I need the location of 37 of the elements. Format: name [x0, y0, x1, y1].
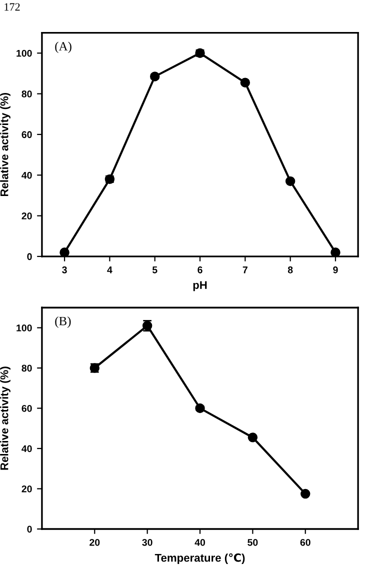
x-tick-label: 60: [300, 538, 310, 546]
x-axis-title: Temperature (℃): [154, 553, 245, 564]
y-tick-label: 40: [22, 172, 32, 179]
y-axis-title: Relative activity (%): [0, 92, 10, 196]
text: 172: [4, 3, 20, 11]
point: [285, 176, 296, 186]
point: [300, 488, 310, 499]
y-tick-label: 0: [27, 526, 32, 533]
y-axis-title: Relative activity (%): [0, 366, 10, 470]
x-tick-label: 20: [90, 538, 100, 546]
point: [240, 78, 250, 88]
x-tick-label: 40: [194, 538, 206, 546]
y-tick-label: 0: [27, 253, 32, 260]
x-axis-title: pH: [193, 281, 207, 292]
x-tick-label: 30: [142, 538, 152, 546]
x-tick-label: 50: [248, 538, 258, 546]
y-tick-label: 100: [16, 324, 32, 332]
y-tick-label: 100: [16, 50, 32, 57]
y-tick-label: 20: [22, 485, 32, 492]
y-tick-label: 60: [22, 404, 32, 412]
x-tick-label: 8: [288, 266, 293, 274]
y-tick-label: 20: [22, 212, 32, 220]
y-tick-label: 80: [22, 90, 32, 98]
point: [60, 248, 70, 256]
y-tick-label: 60: [22, 131, 32, 138]
x-tick-label: 5: [152, 266, 158, 274]
x-tick-label: 4: [107, 266, 112, 274]
point: [248, 432, 258, 442]
x-tick-label: 7: [242, 266, 248, 274]
annotation: (A): [55, 42, 72, 54]
annotation: (B): [55, 316, 71, 328]
x-tick-label: 9: [333, 266, 338, 274]
x-tick-label: 3: [62, 266, 67, 274]
point: [330, 248, 340, 256]
y-tick-label: 80: [22, 364, 32, 372]
y-tick-label: 40: [22, 445, 32, 452]
x-tick-label: 6: [198, 266, 202, 274]
